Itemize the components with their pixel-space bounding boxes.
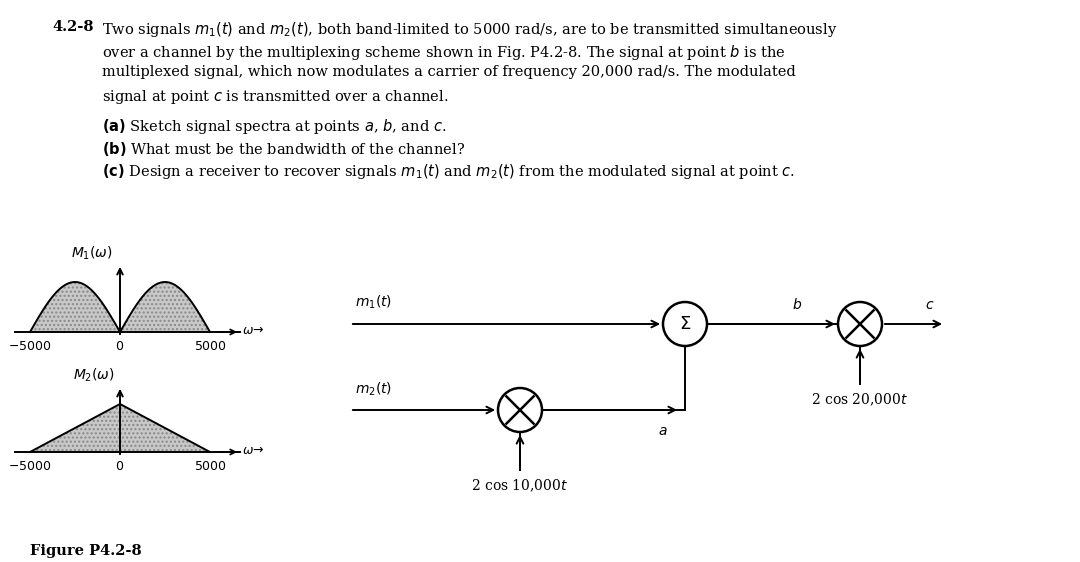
- Text: $M_2(\omega)$: $M_2(\omega)$: [73, 366, 114, 384]
- Text: $m_2(t)$: $m_2(t)$: [355, 380, 392, 398]
- Text: $\mathbf{(b)}$ What must be the bandwidth of the channel?: $\mathbf{(b)}$ What must be the bandwidt…: [102, 139, 465, 157]
- Text: $\mathbf{(c)}$ Design a receiver to recover signals $m_1(t)$ and $m_2(t)$ from t: $\mathbf{(c)}$ Design a receiver to reco…: [102, 162, 795, 181]
- Text: multiplexed signal, which now modulates a carrier of frequency 20,000 rad/s. The: multiplexed signal, which now modulates …: [102, 65, 796, 79]
- Text: signal at point $c$ is transmitted over a channel.: signal at point $c$ is transmitted over …: [102, 88, 448, 106]
- Text: Figure P4.2-8: Figure P4.2-8: [30, 544, 141, 558]
- Text: $\omega\!\rightarrow$: $\omega\!\rightarrow$: [242, 324, 265, 337]
- Text: $0$: $0$: [116, 340, 124, 353]
- Text: $-5000$: $-5000$: [9, 340, 52, 353]
- Text: $5000$: $5000$: [193, 460, 227, 473]
- Text: over a channel by the multiplexing scheme shown in Fig. P4.2-8. The signal at po: over a channel by the multiplexing schem…: [102, 43, 785, 61]
- Circle shape: [498, 388, 542, 432]
- Circle shape: [663, 302, 707, 346]
- Text: $-5000$: $-5000$: [9, 460, 52, 473]
- Text: $b$: $b$: [793, 297, 802, 312]
- Text: $\omega\!\rightarrow$: $\omega\!\rightarrow$: [242, 443, 265, 456]
- Text: $M_1(\omega)$: $M_1(\omega)$: [71, 244, 113, 262]
- Text: $\mathbf{(a)}$ Sketch signal spectra at points $a$, $b$, and $c$.: $\mathbf{(a)}$ Sketch signal spectra at …: [102, 117, 446, 136]
- Text: Two signals $m_1(t)$ and $m_2(t)$, both band-limited to 5000 rad/s, are to be tr: Two signals $m_1(t)$ and $m_2(t)$, both …: [102, 20, 837, 39]
- Text: $c$: $c$: [926, 298, 934, 312]
- Circle shape: [838, 302, 882, 346]
- Text: $m_1(t)$: $m_1(t)$: [355, 293, 392, 311]
- Text: 2 cos 10,000$t$: 2 cos 10,000$t$: [471, 478, 569, 495]
- Text: $a$: $a$: [658, 424, 667, 438]
- Text: 2 cos 20,000$t$: 2 cos 20,000$t$: [811, 392, 908, 409]
- Text: $5000$: $5000$: [193, 340, 227, 353]
- Text: $\Sigma$: $\Sigma$: [679, 315, 691, 333]
- Text: 4.2-8: 4.2-8: [52, 20, 94, 34]
- Text: $0$: $0$: [116, 460, 124, 473]
